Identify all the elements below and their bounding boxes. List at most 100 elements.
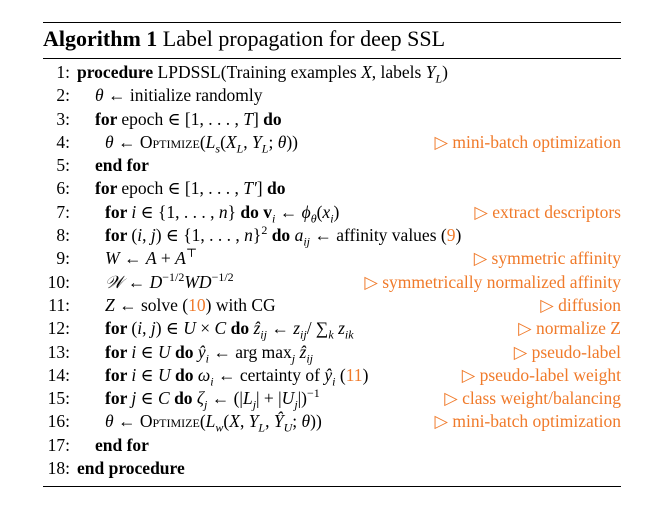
code-segment: 9 [446,225,456,246]
code-segment: X [229,411,240,432]
line-code: for (i, j) ∈ U × C do ẑij ← zij/ ∑k zik [105,317,354,342]
line-number: 17: [47,434,70,455]
code-segment: L [435,71,443,86]
line-code: for i ∈ U do ωi ← certainty of ŷi (11) [105,364,368,388]
algorithm-line: 5: end for [43,154,621,177]
code-segment: , [239,411,249,432]
code-segment: } [227,201,241,222]
line-code: θ ← Optimize(Ls(XL, YL; θ)) [105,131,298,156]
algorithm-label: Algorithm 1 [43,26,158,51]
code-segment: ⊤ [185,246,198,261]
algorithm-caption: Algorithm 1 Label propagation for deep S… [43,23,621,54]
code-segment: ij [303,234,310,249]
code-segment: do [174,388,197,409]
code-segment: do [230,318,254,339]
code-segment: 𝒲 [105,271,124,292]
code-segment: ŷ [324,364,333,385]
code-segment: ← [266,318,294,339]
code-segment: end procedure [77,458,185,479]
code-segment: , labels [371,62,426,82]
code-segment: ← affinity values ( [309,225,447,246]
line-number: 12: [47,318,70,339]
line-comment: ▷ symmetrically normalized affinity [364,271,621,292]
code-segment: Optimize [139,411,200,432]
line-code: end for [95,434,149,457]
code-segment: j [252,397,257,412]
code-segment: , [142,225,151,246]
algorithm-line: 18: end procedure [43,457,621,480]
line-number: 10: [47,271,70,292]
code-segment: ( [220,131,226,152]
code-segment: |) [297,388,307,409]
code-segment: (Training examples [220,62,362,82]
code-segment: ] [256,178,267,199]
code-segment: Optimize [139,131,200,152]
algorithm-line: 10: 𝒲 ← D−1/2WD−1/2 ▷ symmetrically norm… [43,271,621,294]
code-segment: } [252,225,262,246]
algorithm-line: 3: for epoch ∈ [1, . . . , T] do [43,108,621,131]
code-segment: ω [197,364,211,385]
code-segment: ← [123,271,150,292]
line-code: for i ∈ U do ŷi ← arg maxj ẑij [105,341,313,366]
code-segment: ← initialize randomly [103,85,263,106]
algorithm-line: 17: end for [43,434,621,457]
code-segment: θ [310,211,317,226]
code-segment: U [183,318,196,339]
code-segment: s [215,141,221,156]
code-segment: 2 [261,223,268,238]
line-number: 15: [47,388,70,409]
code-segment: ; [268,131,278,152]
code-segment: ← [113,131,140,152]
code-segment: ) with CG [205,294,276,315]
code-segment: U [158,364,171,385]
code-segment: −1/2 [162,269,185,284]
code-segment: ← [113,411,140,432]
code-segment: v [263,201,273,222]
line-number: 2: [56,85,70,106]
code-segment: do [263,108,282,129]
code-segment: θ [105,131,114,152]
code-segment: ẑ [253,318,261,339]
code-segment: ij [306,351,313,366]
line-code: 𝒲 ← D−1/2WD−1/2 [105,271,234,294]
code-segment: , [142,318,151,339]
code-segment: U [158,341,171,362]
code-segment: L [236,141,244,156]
line-code: θ ← initialize randomly [95,84,263,107]
code-segment: U [281,388,295,409]
code-segment: j [150,318,156,339]
algorithm-lines: 1: procedure LPDSSL(Training examples X,… [43,61,621,480]
line-number: 18: [47,458,70,479]
code-segment: i [137,225,143,246]
code-segment: ( [199,411,206,432]
code-segment: ik [344,327,354,342]
code-segment: T′ [243,178,257,199]
code-segment: L [205,131,216,152]
code-segment: k [328,327,334,342]
line-number: 5: [56,155,70,176]
code-segment: D [149,271,163,292]
code-segment: ( [131,318,138,339]
code-segment: n [244,225,253,246]
code-segment: θ [301,411,311,432]
algorithm-line: 1: procedure LPDSSL(Training examples X,… [43,61,621,86]
code-segment: Y [425,62,436,82]
code-segment: A [145,248,157,269]
code-segment: LPDSSL [157,62,221,82]
code-segment: i [131,201,137,222]
code-segment: C [158,388,170,409]
code-segment: end for [95,434,149,455]
code-segment: D [198,271,212,292]
line-code: end for [95,154,149,177]
line-number: 7: [56,201,70,222]
code-segment: for [95,108,122,129]
code-segment: ϕ [301,201,311,222]
code-segment: ζ [196,388,205,409]
code-segment: for [105,341,132,362]
code-segment: j [204,397,208,412]
code-segment: ) [333,201,340,222]
line-code: for epoch ∈ [1, . . . , T] do [95,108,282,131]
line-number: 9: [56,248,70,269]
code-segment: X [225,131,237,152]
code-segment: ← (| [207,388,243,409]
